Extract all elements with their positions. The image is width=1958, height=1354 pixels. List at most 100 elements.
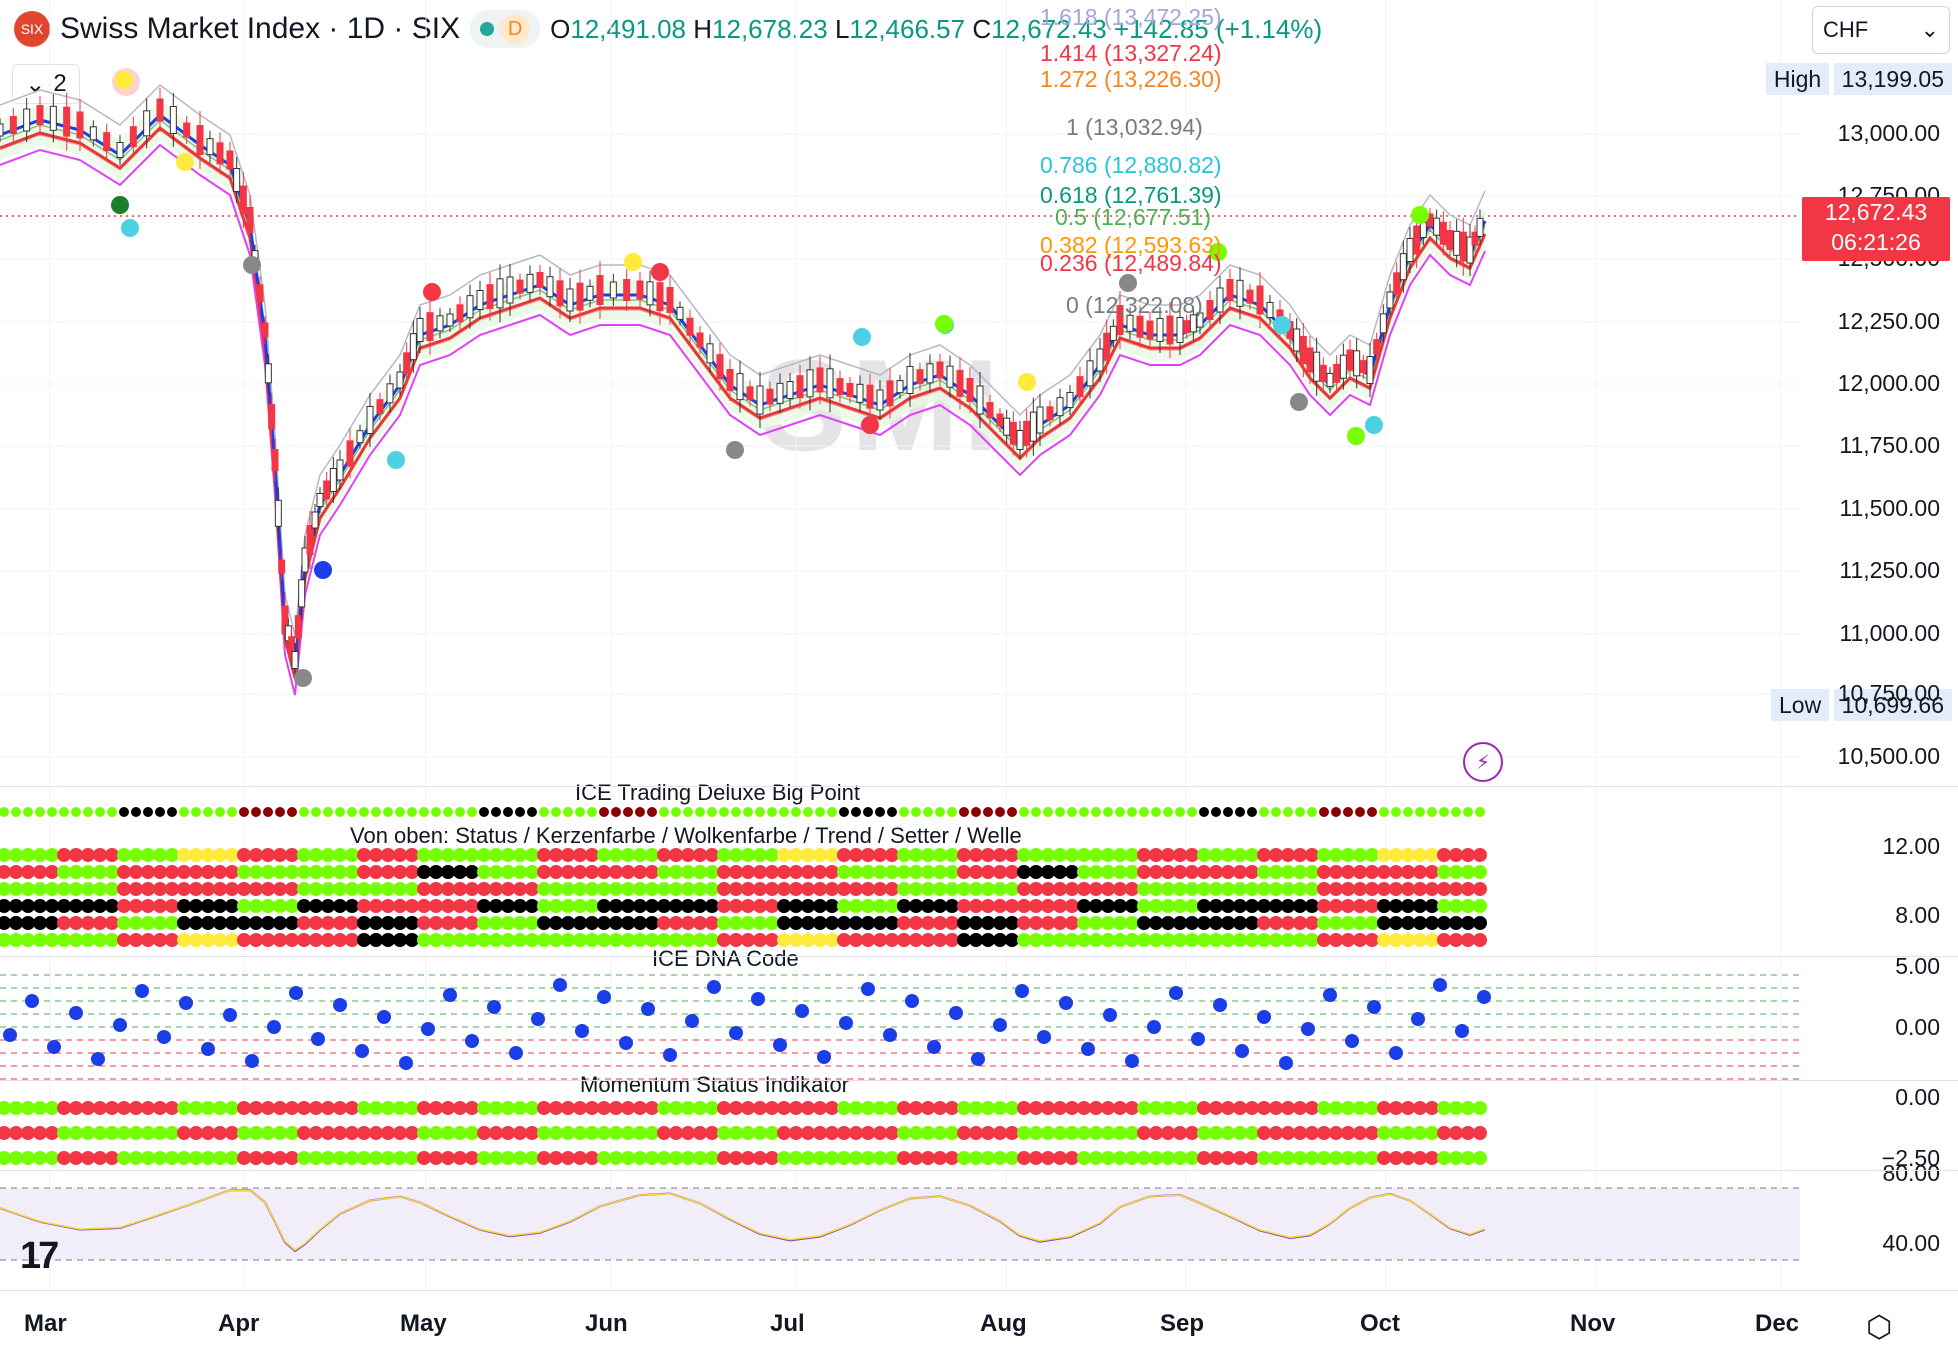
candle-body	[129, 126, 137, 148]
tradingview-logo-icon[interactable]: 17	[20, 1235, 59, 1277]
time-tick-label: Aug	[980, 1310, 1027, 1337]
candle-body	[646, 281, 654, 306]
fib-level-label: 0.5 (12,677.51)	[1055, 204, 1212, 230]
candle-body	[1476, 217, 1484, 237]
chart-canvas[interactable]	[0, 0, 1800, 1354]
candle-body	[876, 389, 884, 411]
signal-markers	[111, 71, 1429, 687]
candle-body	[1126, 314, 1134, 332]
candle-body	[1319, 364, 1327, 382]
pane-divider[interactable]	[0, 956, 1958, 957]
candle-body	[256, 284, 264, 303]
candle-body	[89, 126, 97, 141]
candle-body	[596, 275, 604, 305]
candle-body	[1333, 363, 1341, 383]
candle-body	[36, 105, 44, 125]
candle-body	[1206, 300, 1214, 320]
candle-body	[1076, 376, 1084, 398]
pane-divider[interactable]	[0, 1170, 1958, 1171]
symbol-title[interactable]: Swiss Market Index · 1D · SIX	[60, 12, 461, 45]
fib-level-label: 1.414 (13,327.24)	[1040, 40, 1222, 66]
candle-body	[586, 285, 594, 301]
candle-body	[686, 317, 694, 336]
quick-action-bolt-icon[interactable]: ⚡	[1463, 742, 1503, 782]
candle-body	[1413, 225, 1421, 255]
pane-title-momentum: Momentum Status Indikator	[580, 1072, 850, 1097]
candle-body	[1176, 317, 1184, 343]
ohlc-values: O12,491.08 H12,678.23 L12,466.57 C12,672…	[550, 13, 1323, 44]
candle-body	[1236, 279, 1244, 307]
candle-body	[1216, 287, 1224, 313]
dna-tick-0: 0.00	[1895, 1014, 1940, 1040]
candle-body	[1306, 347, 1314, 373]
signal-marker	[853, 328, 871, 346]
candle-body	[356, 430, 364, 444]
grid-lines	[0, 0, 1800, 1290]
candle-body	[706, 343, 714, 364]
candle-body	[1056, 397, 1064, 417]
signal-marker	[176, 153, 194, 171]
fib-level-label: 0.618 (12,761.39)	[1040, 182, 1222, 208]
price-tick-label: 11,500.00	[1839, 495, 1940, 521]
currency-select[interactable]: CHF ⌄	[1812, 6, 1950, 54]
price-change: +142.85 (+1.14%)	[1114, 13, 1323, 44]
candle-body	[536, 272, 544, 288]
time-tick-label: Oct	[1360, 1310, 1401, 1337]
chevron-down-icon: ⌄	[1920, 17, 1939, 42]
pane-title-big-point: ICE Trading Deluxe Big Point	[575, 780, 860, 805]
candle-body	[416, 318, 424, 342]
candle-body	[926, 363, 934, 384]
candle-body	[1326, 373, 1334, 387]
signal-marker	[1209, 243, 1227, 261]
time-tick-label: Jun	[585, 1310, 628, 1337]
candle-body	[846, 383, 854, 397]
candle-body	[1339, 354, 1347, 379]
fib-level-label: 1 (13,032.94)	[1066, 114, 1203, 140]
signal-marker	[624, 253, 642, 271]
fib-level-label: 0.236 (12,489.84)	[1040, 250, 1222, 276]
candle-body	[261, 322, 269, 338]
price-tick-label: 11,250.00	[1839, 557, 1940, 583]
fib-level-label: 1.272 (13,226.30)	[1040, 66, 1222, 92]
candle-body	[556, 280, 564, 307]
settings-hexagon-icon[interactable]: ⬡	[1866, 1311, 1893, 1344]
price-tick-label: 10,750.00	[1837, 680, 1940, 706]
candle-body	[183, 122, 191, 138]
candle-body	[143, 110, 151, 137]
candle-body	[9, 116, 17, 134]
candle-body	[346, 440, 354, 467]
time-tick-label: Mar	[24, 1310, 67, 1337]
candle-body	[886, 380, 894, 407]
pane-divider[interactable]	[0, 1080, 1958, 1081]
candle-body	[946, 365, 954, 388]
candle-body	[656, 282, 664, 312]
candle-body	[966, 378, 974, 402]
candle-body	[298, 579, 306, 608]
candle-body	[1023, 420, 1031, 446]
candle-body	[696, 332, 704, 348]
candle-body	[274, 499, 282, 527]
candle-body	[409, 333, 417, 361]
candle-body	[776, 382, 784, 404]
candle-body	[1299, 336, 1307, 364]
signal-marker	[651, 263, 669, 281]
candle-body	[976, 385, 984, 415]
candle-body	[546, 276, 554, 298]
candle-body	[856, 383, 864, 403]
candle-body	[1096, 348, 1104, 372]
time-tick-label: Nov	[1570, 1310, 1616, 1337]
candle-body	[446, 313, 454, 327]
data-mode-badge: D	[500, 14, 531, 44]
candle-body	[1136, 315, 1144, 338]
candle-body	[311, 511, 319, 529]
candle-body	[826, 368, 834, 399]
candle-body	[1016, 430, 1024, 450]
candle-body	[486, 284, 494, 310]
candle-body	[278, 559, 286, 574]
market-status-pill[interactable]: D	[470, 10, 541, 48]
candle-body	[526, 273, 534, 293]
pane-divider[interactable]	[0, 786, 1958, 787]
candle-body	[268, 404, 276, 430]
candle-body	[996, 413, 1004, 427]
time-tick-label: Apr	[218, 1310, 260, 1337]
